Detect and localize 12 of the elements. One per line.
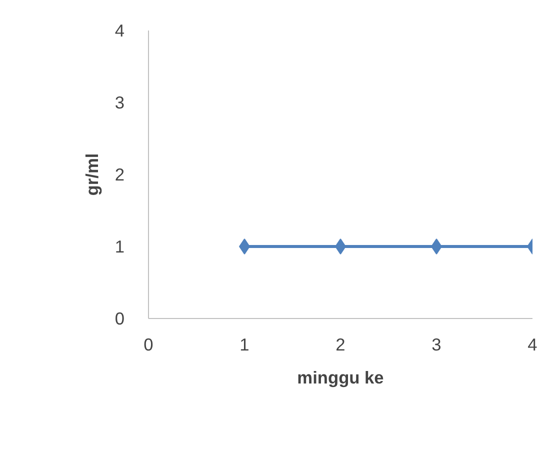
x-tick-label: 2 xyxy=(336,334,346,354)
x-tick-label: 4 xyxy=(528,334,538,354)
x-axis-title: minggu ke xyxy=(297,368,384,388)
y-tick-label: 2 xyxy=(114,164,125,184)
x-tick-label: 0 xyxy=(144,334,154,354)
y-axis-title: gr/ml xyxy=(82,153,102,196)
x-tick-label: 3 xyxy=(432,334,442,354)
y-tick-label: 0 xyxy=(114,308,125,328)
y-tick-label: 4 xyxy=(114,20,125,40)
x-tick-label: 1 xyxy=(240,334,250,354)
y-tick-label: 3 xyxy=(114,92,125,112)
y-tick-label: 1 xyxy=(114,236,125,256)
